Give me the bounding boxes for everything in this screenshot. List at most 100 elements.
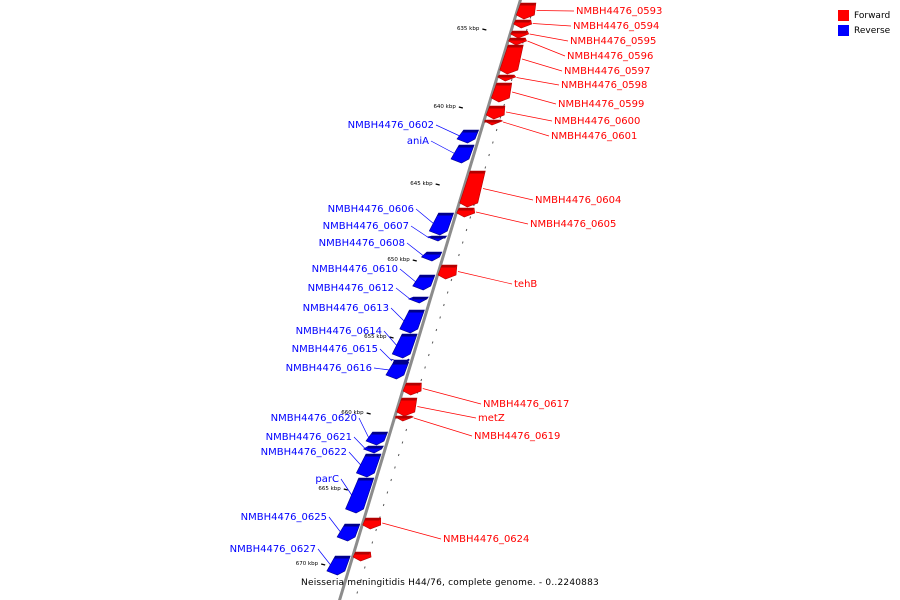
gene-label-nmbh4476-0622[interactable]: NMBH4476_0622 xyxy=(261,447,347,458)
gene-leader xyxy=(430,140,455,154)
gene-shade xyxy=(418,275,435,278)
gene-label-nmbh4476-0625[interactable]: NMBH4476_0625 xyxy=(241,512,327,523)
gene-label-nmbh4476-0627[interactable]: NMBH4476_0627 xyxy=(230,544,316,555)
gene-leader xyxy=(410,225,430,239)
gene-leader xyxy=(422,388,482,405)
gene-shade xyxy=(371,432,388,435)
minor-tick xyxy=(469,216,472,219)
gene-label-nmbh4476-0600[interactable]: NMBH4476_0600 xyxy=(554,116,640,127)
forward-swatch xyxy=(838,10,849,21)
gene-leader xyxy=(482,188,534,201)
legend-forward-label: Forward xyxy=(854,10,891,21)
gene-shade xyxy=(462,130,479,133)
scale-label: 645 kbp xyxy=(410,181,433,187)
gene-label-nmbh4476-0612[interactable]: NMBH4476_0612 xyxy=(308,283,394,294)
gene-leader xyxy=(348,451,361,466)
minor-tick xyxy=(360,578,362,582)
minor-tick xyxy=(394,466,396,469)
minor-tick xyxy=(443,303,445,307)
gene-label-nmbh4476-0604[interactable]: NMBH4476_0604 xyxy=(535,195,621,206)
gene-shade xyxy=(366,446,384,449)
minor-tick xyxy=(382,503,385,507)
gene-label-ania[interactable]: aniA xyxy=(407,136,429,147)
gene-label-nmbh4476-0606[interactable]: NMBH4476_0606 xyxy=(328,204,414,215)
gene-label-nmbh4476-0621[interactable]: NMBH4476_0621 xyxy=(266,432,352,443)
gene-arrow[interactable] xyxy=(385,361,410,380)
gene-leader xyxy=(383,330,397,346)
gene-shade xyxy=(392,362,409,365)
gene-label-nmbh4476-0608[interactable]: NMBH4476_0608 xyxy=(319,238,405,249)
gene-label-tehb[interactable]: tehB xyxy=(514,279,537,290)
gene-leader xyxy=(399,268,417,283)
scale-label: 670 kbp xyxy=(296,561,319,567)
minor-tick xyxy=(439,316,441,319)
scale-label: 640 kbp xyxy=(433,104,456,110)
minor-tick xyxy=(495,128,498,132)
gene-leader xyxy=(457,271,513,285)
minor-tick xyxy=(405,428,408,432)
reverse-genes: NMBH4476_0602 aniA NMBH4476_0606 NMBH4476_0… xyxy=(230,120,480,576)
gene-shade xyxy=(364,454,382,457)
minor-tick xyxy=(397,453,400,457)
minor-tick xyxy=(356,591,359,594)
gene-label-nmbh4476-0601[interactable]: NMBH4476_0601 xyxy=(551,131,637,142)
gene-label-nmbh4476-0620[interactable]: NMBH4476_0620 xyxy=(271,413,357,424)
gene-label-nmbh4476-0614[interactable]: NMBH4476_0614 xyxy=(296,326,382,337)
scale-tick xyxy=(389,336,394,339)
gene-label-nmbh4476-0619[interactable]: NMBH4476_0619 xyxy=(474,431,560,442)
gene-arrow[interactable] xyxy=(499,44,524,75)
gene-leader xyxy=(511,91,557,105)
gene-label-nmbh4476-0596[interactable]: NMBH4476_0596 xyxy=(567,51,653,62)
scale-labels: 635 kbp 640 kbp 645 kbp 650 kbp 655 kbp 660 k… xyxy=(296,26,487,567)
scale-label: 665 kbp xyxy=(318,486,341,492)
scale-tick xyxy=(482,28,487,31)
gene-shade xyxy=(497,75,515,78)
gene-shade xyxy=(440,265,457,268)
gene-shade xyxy=(333,556,351,559)
gene-leader xyxy=(532,23,572,27)
gene-label-nmbh4476-0593[interactable]: NMBH4476_0593 xyxy=(576,6,662,17)
gene-label-nmbh4476-0599[interactable]: NMBH4476_0599 xyxy=(558,99,644,110)
genome-caption: Neisseria meningitidis H44/76, complete … xyxy=(301,578,599,588)
gene-shade xyxy=(343,524,360,527)
gene-shade xyxy=(510,31,528,34)
gene-label-nmbh4476-0598[interactable]: NMBH4476_0598 xyxy=(561,80,647,91)
gene-label-nmbh4476-0595[interactable]: NMBH4476_0595 xyxy=(570,36,656,47)
gene-label-nmbh4476-0594[interactable]: NMBH4476_0594 xyxy=(573,21,659,32)
minor-tick xyxy=(492,141,494,144)
gene-label-nmbh4476-0607[interactable]: NMBH4476_0607 xyxy=(323,221,409,232)
minor-tick xyxy=(529,16,532,19)
gene-leader xyxy=(502,121,550,137)
minor-tick xyxy=(431,341,434,344)
gene-shade xyxy=(484,120,501,123)
gene-leader xyxy=(382,522,442,540)
minor-tick xyxy=(499,116,502,119)
minor-tick xyxy=(525,28,528,32)
gene-shade xyxy=(364,518,381,521)
gene-leader xyxy=(475,211,529,225)
scale-tick xyxy=(366,412,371,415)
gene-label-nmbh4476-0615[interactable]: NMBH4476_0615 xyxy=(292,344,378,355)
gene-shade xyxy=(425,252,442,255)
gene-shade xyxy=(411,297,429,300)
gene-label-nmbh4476-0605[interactable]: NMBH4476_0605 xyxy=(530,219,616,230)
gene-label-nmbh4476-0617[interactable]: NMBH4476_0617 xyxy=(483,399,569,410)
minor-tick xyxy=(450,278,453,282)
gene-leader xyxy=(521,58,563,72)
minor-tick xyxy=(503,103,505,107)
gene-label-parc[interactable]: parC xyxy=(315,474,339,485)
minor-tick xyxy=(465,228,468,232)
gene-label-nmbh4476-0616[interactable]: NMBH4476_0616 xyxy=(286,363,372,374)
gene-arrow[interactable] xyxy=(336,523,361,542)
gene-label-nmbh4476-0624[interactable]: NMBH4476_0624 xyxy=(443,534,529,545)
gene-label-nmbh4476-0610[interactable]: NMBH4476_0610 xyxy=(312,264,398,275)
gene-leader xyxy=(505,111,553,122)
gene-label-nmbh4476-0613[interactable]: NMBH4476_0613 xyxy=(303,303,389,314)
legend-reverse: Reverse xyxy=(838,23,890,38)
gene-label-nmbh4476-0602[interactable]: NMBH4476_0602 xyxy=(348,120,434,131)
gene-label-metz[interactable]: metZ xyxy=(478,413,505,424)
minor-tick xyxy=(401,441,404,444)
gene-shade xyxy=(357,478,374,481)
gene-label-nmbh4476-0597[interactable]: NMBH4476_0597 xyxy=(564,66,650,77)
